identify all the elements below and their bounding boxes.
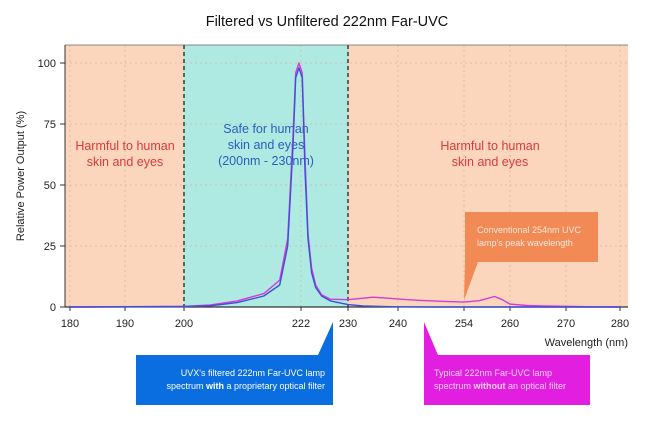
x-tick-label: 230 — [339, 318, 357, 330]
x-tick-label: 180 — [61, 318, 79, 330]
callout-pointer-filtered — [318, 322, 333, 355]
callout-filtered: UVX's filtered 222nm Far-UVC lamp spectr… — [136, 355, 333, 405]
x-axis-label: Wavelength (nm) — [545, 337, 628, 349]
text: spectrum — [434, 381, 474, 391]
bold-text: without — [473, 381, 506, 391]
y-tick-label: 75 — [44, 119, 56, 131]
chart-title: Filtered vs Unfiltered 222nm Far-UVC — [206, 14, 449, 30]
text: spectrum — [166, 381, 206, 391]
y-axis-label: Relative Power Output (%) — [15, 111, 27, 241]
y-tick-label: 0 — [50, 302, 56, 314]
callout-line: spectrum with a proprietary optical filt… — [136, 380, 325, 393]
y-tick-label: 50 — [44, 180, 56, 192]
x-tick-label: 260 — [501, 318, 519, 330]
region-label: Safe for human — [223, 122, 309, 136]
x-tick-label: 200 — [175, 318, 193, 330]
y-tick-label: 100 — [38, 58, 56, 70]
x-tick-label: 270 — [557, 318, 575, 330]
text: an optical filter — [505, 381, 567, 391]
series-line-unfiltered — [69, 62, 621, 308]
y-tick-label: 25 — [44, 241, 56, 253]
callout-line: spectrum without an optical filter — [434, 380, 590, 393]
region-label: Harmful to human — [75, 139, 174, 153]
region-label: (200nm - 230nm) — [218, 154, 314, 168]
bold-text: with — [205, 381, 224, 391]
x-tick-label: 222 — [292, 318, 310, 330]
x-tick-label: 280 — [611, 318, 629, 330]
region-label: skin and eyes — [228, 138, 304, 152]
callout-line: Typical 222nm Far-UVC lamp — [434, 368, 553, 378]
callout-unfiltered: Typical 222nm Far-UVC lamp spectrum with… — [424, 355, 590, 405]
series-line-filtered — [69, 67, 620, 308]
text: a proprietary optical filter — [223, 381, 325, 391]
callout-pointer-unfiltered — [424, 322, 438, 355]
region-0 — [65, 45, 184, 307]
x-tick-label: 190 — [116, 318, 134, 330]
region-label: Harmful to human — [440, 139, 539, 153]
region-label: skin and eyes — [87, 155, 163, 169]
x-tick-label: 240 — [389, 318, 407, 330]
callout-line: lamp's peak wavelength — [477, 238, 573, 248]
callout-line: UVX's filtered 222nm Far-UVC lamp — [180, 368, 325, 378]
x-tick-label: 254 — [455, 318, 473, 330]
region-1 — [184, 45, 348, 307]
callout-conventional-254nm: Conventional 254nm UVC lamp's peak wavel… — [465, 212, 598, 262]
callout-line: Conventional 254nm UVC — [477, 225, 582, 235]
region-label: skin and eyes — [452, 155, 528, 169]
callout-pointer-conventional — [464, 262, 478, 300]
region-2 — [348, 45, 628, 307]
